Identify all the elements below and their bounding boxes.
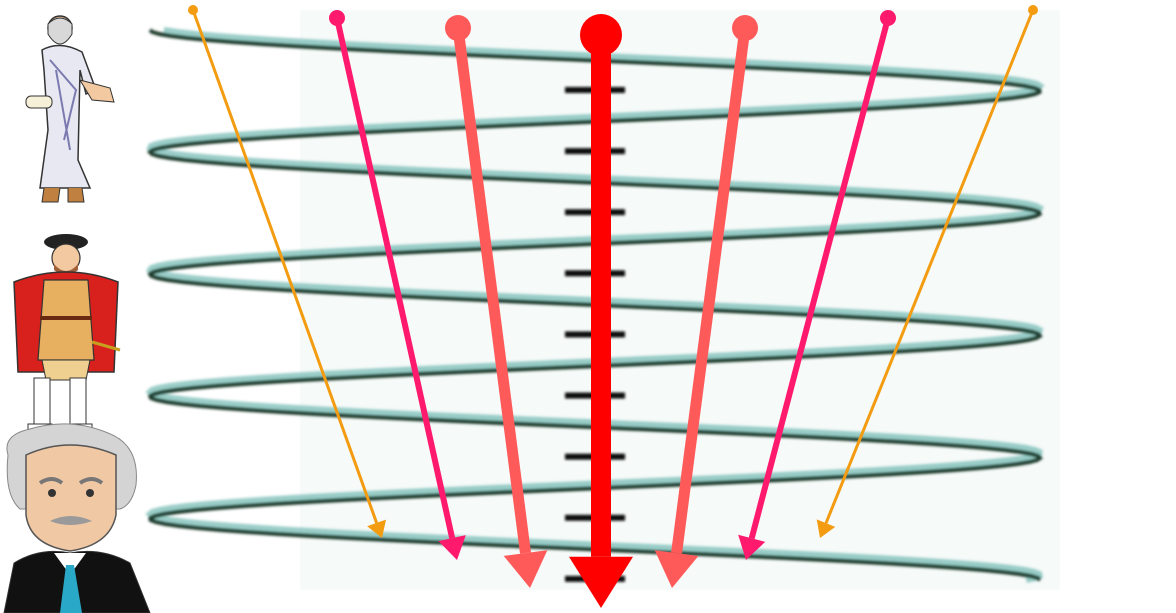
arrow-outer-left-head [367,519,387,538]
arrow-outer-left-shaft [191,9,379,524]
arrow-inner-left [329,10,466,560]
arrow-near-left-shaft [452,27,531,554]
arrow-near-left [445,15,548,588]
king-figure-icon [13,234,121,431]
arrow-outer-left-origin-dot [188,5,198,15]
scientist-portrait-icon [3,423,151,613]
arrow-group [188,5,1038,608]
arrow-center-head [569,556,633,608]
arrow-center-origin-dot [580,14,622,56]
arrow-center [569,14,633,608]
arrow-inner-right-head [738,534,766,560]
arrow-outer-right-origin-dot [1028,5,1038,15]
arrow-outer-right-head [816,519,836,538]
arrow-near-left-head [503,550,548,588]
arrow-inner-right-shaft [748,17,891,540]
arrow-inner-left-head [438,535,466,560]
arrow-inner-left-shaft [334,17,456,539]
arrow-near-left-origin-dot [445,15,471,41]
arrow-near-right-head [654,550,699,588]
philosopher-figure-icon [25,15,115,203]
arrow-inner-right [738,10,896,560]
arrow-outer-right [816,5,1038,538]
arrow-near-right-shaft [671,27,751,554]
arrow-near-right [654,15,758,588]
arrow-outer-right-shaft [824,9,1035,524]
arrow-inner-left-origin-dot [329,10,345,26]
arrow-near-right-origin-dot [732,15,758,41]
arrow-outer-left [188,5,387,538]
arrow-inner-right-origin-dot [880,10,896,26]
